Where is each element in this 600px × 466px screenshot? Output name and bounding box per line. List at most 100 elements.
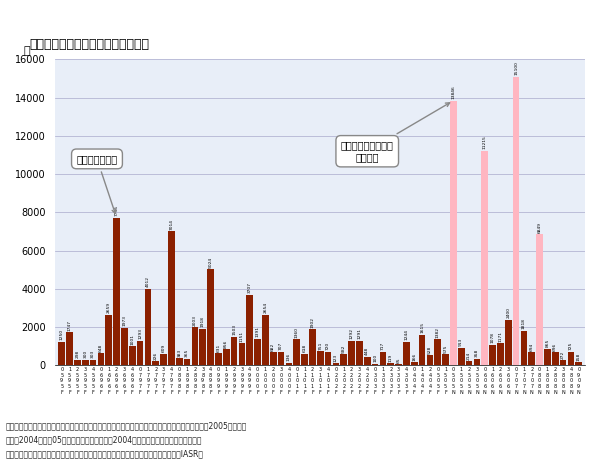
Text: 1360: 1360 <box>295 327 299 338</box>
Text: 448: 448 <box>365 347 369 356</box>
Text: 1902: 1902 <box>310 316 314 328</box>
Text: 158: 158 <box>577 353 581 361</box>
Text: 2654: 2654 <box>263 302 268 313</box>
Text: 5024: 5024 <box>209 257 212 268</box>
Bar <box>215 353 222 365</box>
Text: 300: 300 <box>83 350 87 358</box>
Bar <box>513 76 520 365</box>
Bar <box>536 234 543 365</box>
Text: 4012: 4012 <box>146 276 150 287</box>
Text: 751: 751 <box>318 341 322 350</box>
Text: 1391: 1391 <box>256 326 260 337</box>
Bar <box>191 327 198 365</box>
Text: 2004年から05年にかけての冬場を示す2004年シーズンを表示）。最新年概数: 2004年から05年にかけての冬場を示す2004年シーズンを表示）。最新年概数 <box>6 436 203 445</box>
Bar <box>325 352 331 365</box>
Text: 1973: 1973 <box>122 315 127 326</box>
Text: 1078: 1078 <box>491 332 494 343</box>
Text: 123: 123 <box>334 353 338 362</box>
Bar <box>372 363 379 365</box>
Bar <box>403 342 410 365</box>
Bar <box>247 295 253 365</box>
Text: 575: 575 <box>443 344 448 353</box>
Text: 717: 717 <box>381 342 385 350</box>
Bar <box>419 335 425 365</box>
Bar <box>356 341 363 365</box>
Text: 2659: 2659 <box>107 302 111 313</box>
Bar <box>98 353 104 365</box>
Bar <box>309 329 316 365</box>
Bar <box>262 315 269 365</box>
Text: 7014: 7014 <box>169 219 173 230</box>
Text: 1747: 1747 <box>68 320 71 330</box>
Text: 166: 166 <box>412 353 416 361</box>
Text: 618: 618 <box>302 344 307 352</box>
Text: 7735: 7735 <box>115 205 119 216</box>
Text: 1382: 1382 <box>436 327 440 337</box>
Bar <box>223 349 230 365</box>
Text: 11215: 11215 <box>483 136 487 150</box>
Bar <box>411 363 418 365</box>
Bar <box>505 320 512 365</box>
Text: 1001: 1001 <box>130 334 134 345</box>
Bar <box>434 339 441 365</box>
Bar <box>348 341 355 365</box>
Bar <box>560 360 566 365</box>
Text: 725: 725 <box>569 342 573 350</box>
Text: 1818: 1818 <box>522 318 526 329</box>
Bar <box>160 354 167 365</box>
Text: 528: 528 <box>428 345 432 354</box>
Text: 358: 358 <box>475 349 479 357</box>
Text: インフルエンザによる死亡数の推移: インフルエンザによる死亡数の推移 <box>29 38 149 51</box>
Text: 13846: 13846 <box>451 85 455 99</box>
Text: 6849: 6849 <box>538 222 542 233</box>
Bar <box>286 363 292 365</box>
Text: （資料）厚生労働省「人口動態統計」、国立感染症研究所感染症情報センター月報（IASR）: （資料）厚生労働省「人口動態統計」、国立感染症研究所感染症情報センター月報（IA… <box>6 450 204 459</box>
Bar <box>380 352 386 365</box>
Text: 383: 383 <box>177 349 181 356</box>
Bar <box>113 218 120 365</box>
Text: 2400: 2400 <box>506 307 510 318</box>
Bar <box>184 358 190 365</box>
Bar <box>82 360 89 365</box>
Bar <box>427 356 433 365</box>
Text: 707: 707 <box>279 342 283 350</box>
Text: 死因別死亡者数: 死因別死亡者数 <box>76 154 118 213</box>
Bar <box>489 345 496 365</box>
Bar <box>568 352 574 365</box>
Bar <box>137 341 143 365</box>
Text: 1171: 1171 <box>499 330 502 342</box>
Text: 720: 720 <box>326 342 330 350</box>
Text: 100: 100 <box>373 354 377 362</box>
Bar <box>129 346 136 365</box>
Text: 1293: 1293 <box>138 328 142 339</box>
Bar <box>552 352 559 365</box>
Text: 15100: 15100 <box>514 61 518 75</box>
Text: 3707: 3707 <box>248 282 252 293</box>
Text: 65: 65 <box>397 357 401 363</box>
Text: 648: 648 <box>99 343 103 351</box>
Bar <box>481 151 488 365</box>
Bar <box>521 331 527 365</box>
Text: 582: 582 <box>342 344 346 353</box>
Bar <box>442 355 449 365</box>
Bar <box>450 101 457 365</box>
Bar <box>66 332 73 365</box>
Bar <box>529 352 535 365</box>
Text: 1292: 1292 <box>350 328 353 339</box>
Bar <box>340 354 347 365</box>
Bar <box>466 362 472 365</box>
Bar <box>388 363 394 365</box>
Text: 136: 136 <box>287 353 291 361</box>
Bar <box>145 289 151 365</box>
Text: 214: 214 <box>467 352 471 360</box>
Text: 超過死亡概念による
死亡者数: 超過死亡概念による 死亡者数 <box>341 103 449 162</box>
Bar <box>332 363 339 365</box>
Text: 272: 272 <box>561 350 565 359</box>
Text: 865: 865 <box>545 339 550 348</box>
Bar <box>90 360 97 365</box>
Bar <box>458 348 464 365</box>
Text: 696: 696 <box>553 343 557 350</box>
Bar <box>176 358 182 365</box>
Bar <box>473 359 480 365</box>
Bar <box>497 343 504 365</box>
